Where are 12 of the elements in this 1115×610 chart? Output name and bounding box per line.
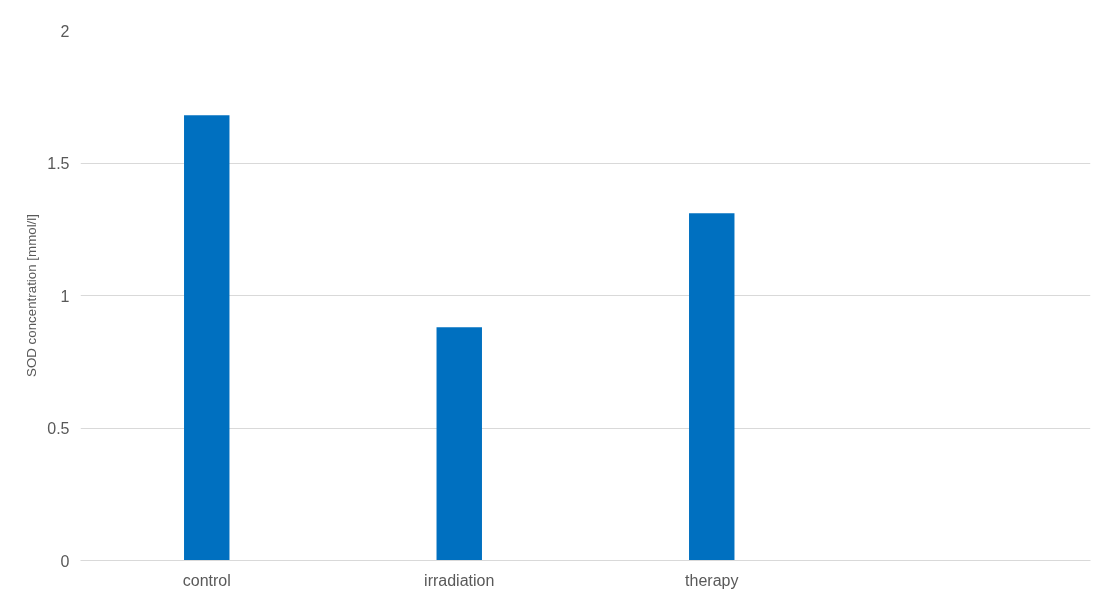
x-tick-label: control: [182, 571, 231, 589]
x-tick-label: irradiation: [424, 571, 495, 589]
y-tick-label: 0: [60, 552, 70, 570]
y-tick-label: 1: [60, 287, 70, 305]
bar: [184, 115, 230, 561]
y-tick-label: 0.5: [47, 420, 70, 437]
bar: [689, 213, 735, 561]
bar: [436, 327, 482, 561]
x-tick-label: therapy: [685, 571, 739, 589]
y-axis-title: SOD concentration [mmol/l]: [24, 214, 40, 377]
y-tick-label: 2: [60, 22, 70, 40]
y-tick-label: 1.5: [47, 155, 70, 172]
